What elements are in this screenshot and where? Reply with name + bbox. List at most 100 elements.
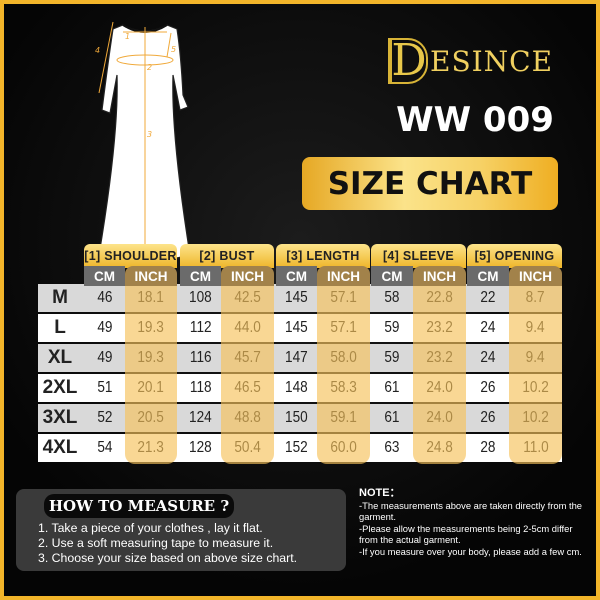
label-2: 2 — [147, 63, 152, 72]
inch-column-highlight — [221, 284, 274, 464]
inch-header: INCH — [125, 266, 177, 286]
logo-d-mark: D — [388, 38, 428, 84]
cm-value: 52 — [84, 404, 125, 432]
cm-value: 150 — [276, 404, 317, 432]
logo-text: ESINCE — [430, 44, 554, 78]
cell-text: 59 — [384, 349, 400, 366]
note-line-2: -Please allow the measurements being 2-5… — [359, 522, 573, 546]
step-3: 3. Choose your size based on above size … — [38, 551, 298, 565]
cell-text: 49 — [96, 349, 113, 366]
cell-text: 49 — [96, 319, 113, 336]
inch-column-highlight — [413, 284, 466, 464]
cm-value: 59 — [371, 344, 413, 372]
cm-value: 145 — [276, 284, 317, 312]
cell-text: 145 — [285, 289, 308, 306]
cm-value: 51 — [84, 374, 125, 402]
cm-value: 108 — [180, 284, 221, 312]
table-row: 2XL5120.111846.514858.36124.02610.2 — [38, 374, 562, 402]
cell-text: 26 — [480, 379, 496, 396]
cell-text: 148 — [285, 379, 308, 396]
column-group-header: [4] SLEEVE — [371, 244, 466, 268]
cm-header: CM — [371, 266, 413, 286]
cell-text: 51 — [96, 379, 113, 396]
cell-text: 59 — [384, 319, 400, 336]
table-row: 3XL5220.512448.815059.16124.02610.2 — [38, 404, 562, 432]
cell-text: 54 — [96, 439, 113, 456]
how-to-steps: 1. Take a piece of your clothes , lay it… — [38, 521, 297, 566]
cm-value: 147 — [276, 344, 317, 372]
size-label: 2XL — [42, 377, 78, 398]
cm-value: 54 — [84, 434, 125, 462]
cm-header: CM — [276, 266, 317, 286]
inch-column-highlight — [317, 284, 370, 464]
cell-text: 61 — [384, 409, 400, 426]
cm-value: 63 — [371, 434, 413, 462]
size-label: M — [52, 287, 68, 308]
note-section: NOTE： -The measurements above are taken … — [359, 487, 584, 557]
cell-text: 145 — [285, 319, 308, 336]
cm-value: 26 — [467, 404, 509, 432]
cm-value: 61 — [371, 374, 413, 402]
column-group-header: [2] BUST — [180, 244, 274, 268]
cm-value: 128 — [180, 434, 221, 462]
cell-text: 24 — [480, 319, 496, 336]
cm-value: 116 — [180, 344, 221, 372]
cm-header: CM — [467, 266, 509, 286]
column-group-header: [5] OPENING — [467, 244, 562, 268]
size-label: 3XL — [42, 407, 78, 428]
note-line-3: -If you measure over your body, please a… — [359, 545, 582, 557]
cm-value: 118 — [180, 374, 221, 402]
cell-text: 22 — [480, 289, 496, 306]
inch-header: INCH — [317, 266, 370, 286]
size-label: L — [54, 317, 66, 338]
cm-value: 58 — [371, 284, 413, 312]
cell-text: 26 — [480, 409, 496, 426]
column-group-header: [1] SHOULDER — [84, 244, 177, 268]
cm-value: 24 — [467, 314, 509, 342]
cm-value: 22 — [467, 284, 509, 312]
inch-column-highlight — [125, 284, 177, 464]
how-to-measure-title: HOW TO MEASURE ? — [44, 494, 234, 518]
cell-text: 46 — [96, 289, 113, 306]
cell-text: 124 — [189, 409, 212, 426]
dress-diagram: 1 2 3 4 5 — [95, 21, 191, 262]
cell-text: 58 — [384, 289, 400, 306]
inch-column-highlight — [509, 284, 562, 464]
note-line-1: -The measurements above are taken direct… — [359, 499, 583, 523]
cell-text: 147 — [285, 349, 308, 366]
step-2: 2. Use a soft measuring tape to measure … — [38, 536, 274, 550]
cm-value: 59 — [371, 314, 413, 342]
cm-value: 28 — [467, 434, 509, 462]
cm-value: 124 — [180, 404, 221, 432]
cm-header: CM — [84, 266, 125, 286]
size-chart-banner: SIZE CHART — [302, 157, 558, 210]
cm-header: CM — [180, 266, 221, 286]
cm-value: 145 — [276, 314, 317, 342]
cm-value: 152 — [276, 434, 317, 462]
model-number: WW 009 — [396, 100, 554, 140]
table-row: L4919.311244.014557.15923.2249.4 — [38, 314, 562, 342]
table-row: 4XL5421.312850.415260.06324.82811.0 — [38, 434, 562, 462]
table-row: XL4919.311645.714758.05923.2249.4 — [38, 344, 562, 372]
label-5: 5 — [171, 45, 176, 54]
cm-value: 61 — [371, 404, 413, 432]
size-label: 4XL — [42, 437, 78, 458]
note-title: NOTE： — [359, 487, 401, 499]
cm-value: 112 — [180, 314, 221, 342]
cm-value: 26 — [467, 374, 509, 402]
cell-text: 24 — [480, 349, 496, 366]
cell-text: 150 — [285, 409, 308, 426]
brand-logo: D ESINCE — [388, 38, 553, 84]
step-1: 1. Take a piece of your clothes , lay it… — [38, 521, 263, 535]
cm-value: 49 — [84, 344, 125, 372]
cell-text: 128 — [189, 439, 212, 456]
cell-text: 63 — [384, 439, 400, 456]
cell-text: 118 — [189, 379, 212, 396]
cell-text: 116 — [189, 349, 212, 366]
column-group-header: [3] LENGTH — [276, 244, 370, 268]
label-1: 1 — [125, 32, 130, 41]
cm-value: 24 — [467, 344, 509, 372]
table-row: M4618.110842.514557.15822.8228.7 — [38, 284, 562, 312]
cell-text: 61 — [384, 379, 400, 396]
inch-header: INCH — [221, 266, 274, 286]
